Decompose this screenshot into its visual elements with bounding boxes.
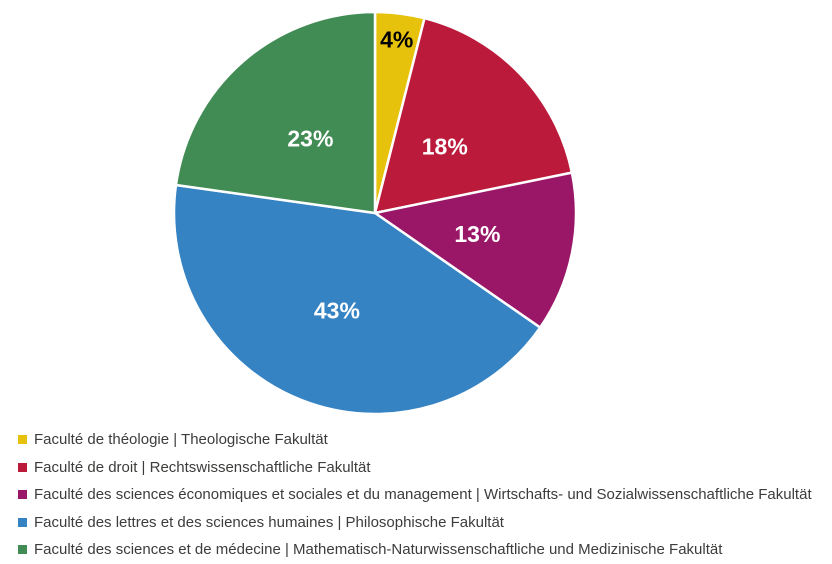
legend-marker-icon bbox=[18, 517, 27, 527]
legend-item-2: Faculté des sciences économiques et soci… bbox=[18, 481, 812, 509]
pie-slice-4 bbox=[174, 10, 377, 215]
pie-slice-label-2: 13% bbox=[454, 221, 500, 247]
pie-chart: 4% 18% 13% 43% 23% bbox=[172, 10, 578, 416]
legend-label: Faculté de droit | Rechtswissenschaftlic… bbox=[34, 458, 371, 476]
legend-marker-icon bbox=[18, 462, 27, 472]
pie-slice-label-3: 43% bbox=[314, 297, 360, 323]
pie-slice-3 bbox=[172, 183, 542, 416]
legend-label: Faculté des sciences et de médecine | Ma… bbox=[34, 541, 723, 559]
chart-legend: Faculté de théologie | Theologische Faku… bbox=[18, 426, 812, 564]
legend-item-3: Faculté des lettres et des sciences huma… bbox=[18, 509, 812, 537]
legend-marker-icon bbox=[18, 435, 27, 445]
pie-slice-2 bbox=[373, 171, 578, 329]
pie-slice-1 bbox=[373, 16, 574, 215]
legend-marker-icon bbox=[18, 490, 27, 500]
legend-item-1: Faculté de droit | Rechtswissenschaftlic… bbox=[18, 454, 812, 482]
legend-label: Faculté des lettres et des sciences huma… bbox=[34, 513, 504, 531]
legend-marker-icon bbox=[18, 545, 27, 555]
legend-item-0: Faculté de théologie | Theologische Faku… bbox=[18, 426, 812, 454]
legend-label: Faculté de théologie | Theologische Faku… bbox=[34, 431, 328, 449]
legend-item-4: Faculté des sciences et de médecine | Ma… bbox=[18, 536, 812, 564]
legend-label: Faculté des sciences économiques et soci… bbox=[34, 486, 812, 504]
pie-slice-label-0: 4% bbox=[380, 27, 413, 53]
pie-slice-label-4: 23% bbox=[287, 126, 333, 152]
pie-slice-label-1: 18% bbox=[422, 133, 468, 159]
